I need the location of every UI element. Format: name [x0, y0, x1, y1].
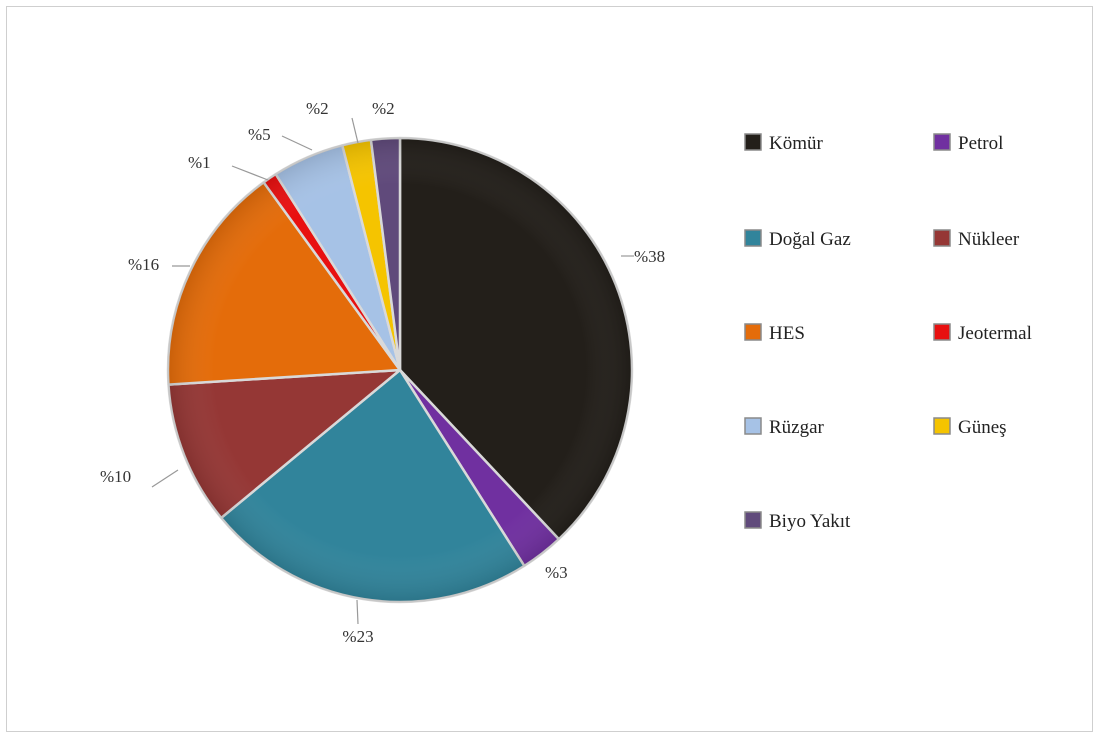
legend-swatch-2: [744, 229, 762, 247]
leader-line-6: [281, 135, 313, 151]
legend-swatch-8: [744, 511, 762, 529]
leader-line-3: [151, 469, 179, 488]
legend-label-0: Kömür: [769, 133, 824, 154]
legend-item-7: Güneş: [933, 417, 1007, 438]
leader-lines: [151, 117, 634, 625]
data-label-3: %10: [100, 467, 131, 486]
legend-item-5: Jeotermal: [933, 323, 1032, 344]
legend-label-4: HES: [769, 323, 805, 344]
legend-item-0: Kömür: [744, 133, 824, 154]
legend-label-7: Güneş: [958, 417, 1007, 438]
pie-shading: [167, 137, 633, 603]
data-labels: %38 %3 %23 %10 %16 %1 %5 %2 %2: [100, 99, 665, 646]
legend-label-1: Petrol: [958, 133, 1003, 154]
legend-item-8: Biyo Yakıt: [744, 511, 851, 532]
data-label-0: %38: [634, 247, 665, 266]
data-label-6: %5: [248, 125, 271, 144]
legend-item-1: Petrol: [933, 133, 1003, 154]
legend-label-6: Rüzgar: [769, 417, 825, 438]
legend-item-4: HES: [744, 323, 805, 344]
legend-swatch-7: [933, 417, 951, 435]
data-label-4: %16: [128, 255, 159, 274]
legend-item-6: Rüzgar: [744, 417, 825, 438]
leader-line-7: [351, 117, 359, 144]
legend-item-3: Nükleer: [933, 229, 1020, 250]
legend-label-8: Biyo Yakıt: [769, 511, 851, 532]
leader-line-5: [231, 165, 269, 181]
legend-swatch-0: [744, 133, 762, 151]
data-label-5: %1: [188, 153, 211, 172]
data-label-2: %23: [342, 627, 373, 646]
legend: Kömür Petrol Doğal Gaz Nükleer HES Jeotermal R…: [744, 133, 1032, 532]
legend-label-2: Doğal Gaz: [769, 229, 851, 250]
data-label-8: %2: [372, 99, 395, 118]
legend-swatch-6: [744, 417, 762, 435]
legend-swatch-4: [744, 323, 762, 341]
legend-item-2: Doğal Gaz: [744, 229, 851, 250]
legend-swatch-3: [933, 229, 951, 247]
pie-slices: [166, 136, 634, 604]
legend-swatch-5: [933, 323, 951, 341]
leader-line-2: [356, 599, 359, 625]
data-label-7: %2: [306, 99, 329, 118]
data-label-1: %3: [545, 563, 568, 582]
legend-swatch-1: [933, 133, 951, 151]
legend-label-3: Nükleer: [958, 229, 1020, 250]
legend-label-5: Jeotermal: [958, 323, 1032, 344]
